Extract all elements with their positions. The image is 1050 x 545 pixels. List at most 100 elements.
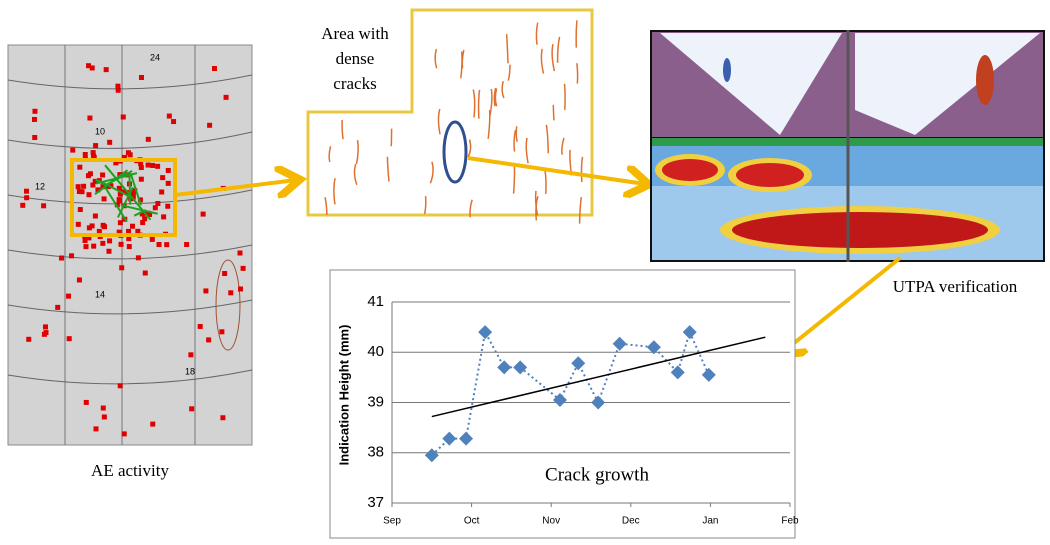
- ae-event: [84, 400, 89, 405]
- ae-event: [224, 95, 229, 100]
- ae-event: [102, 196, 107, 201]
- crack: [577, 63, 578, 83]
- caption: Area with: [321, 24, 389, 43]
- ae-event: [139, 75, 144, 80]
- x-tick-label: Jan: [702, 516, 718, 527]
- y-tick-label: 40: [367, 343, 384, 360]
- ae-event: [100, 241, 105, 246]
- ae-event: [77, 165, 82, 170]
- ae-event: [86, 192, 91, 197]
- ae-event: [117, 197, 122, 202]
- y-tick-label: 41: [367, 293, 384, 310]
- svg-text:14: 14: [95, 289, 105, 299]
- ae-event: [121, 114, 126, 119]
- ae-event: [24, 189, 29, 194]
- ae-event: [139, 177, 144, 182]
- ae-event: [55, 305, 60, 310]
- x-tick-label: Nov: [542, 516, 560, 527]
- ae-event: [184, 242, 189, 247]
- ae-event: [107, 140, 112, 145]
- ae-event: [146, 137, 151, 142]
- ae-event: [166, 181, 171, 186]
- ae-event: [219, 329, 224, 334]
- ae-event: [119, 265, 124, 270]
- figure: 24 10 12 14 18 AE activity Area with den…: [0, 0, 1050, 540]
- ae-event: [66, 294, 71, 299]
- ae-event: [129, 175, 130, 205]
- y-tick-label: 37: [367, 494, 384, 511]
- ae-event: [189, 406, 194, 411]
- ae-event: [150, 237, 155, 242]
- ae-event: [130, 224, 135, 229]
- ae-event: [69, 253, 74, 258]
- ae-event: [43, 324, 48, 329]
- crack: [516, 126, 517, 141]
- ae-event: [150, 163, 155, 168]
- ae-event: [136, 255, 141, 260]
- ae-image: 24 10 12 14 18: [8, 45, 252, 445]
- ae-event: [203, 288, 208, 293]
- ae-event: [207, 123, 212, 128]
- ae-event: [118, 220, 123, 225]
- ae-event: [94, 426, 99, 431]
- ae-event: [116, 88, 121, 93]
- ae-event: [102, 414, 107, 419]
- ae-event: [212, 66, 217, 71]
- caption: AE activity: [91, 461, 169, 480]
- ae-event: [32, 135, 37, 140]
- y-tick-label: 39: [367, 393, 384, 410]
- ae-event: [143, 271, 148, 276]
- svg-text:24: 24: [150, 52, 160, 62]
- ae-event: [77, 189, 82, 194]
- ae-event: [91, 244, 96, 249]
- ae-event: [20, 203, 25, 208]
- x-tick-label: Oct: [464, 516, 480, 527]
- ae-event: [155, 201, 160, 206]
- ae-event: [76, 222, 81, 227]
- ae-event: [150, 422, 155, 427]
- ae-event: [101, 223, 106, 228]
- ae-event: [81, 184, 86, 189]
- ae-event: [171, 119, 176, 124]
- ae-event: [146, 163, 151, 168]
- ae-event: [119, 242, 124, 247]
- caption: cracks: [333, 74, 376, 93]
- ae-event: [100, 172, 105, 177]
- ae-event: [157, 242, 162, 247]
- arrow: [783, 258, 900, 352]
- ae-event: [59, 256, 64, 261]
- crack: [576, 20, 577, 47]
- x-tick-label: Sep: [383, 516, 401, 527]
- y-tick-label: 38: [367, 444, 384, 461]
- svg-text:12: 12: [35, 181, 45, 191]
- ae-event: [238, 286, 243, 291]
- ae-event: [91, 150, 96, 155]
- chart-title: Crack growth: [545, 464, 649, 485]
- crack: [565, 84, 566, 110]
- ae-event: [93, 214, 98, 219]
- caption: dense: [336, 49, 375, 68]
- ae-event: [77, 277, 82, 282]
- ae-event: [122, 431, 127, 436]
- ae-event: [41, 203, 46, 208]
- ae-event: [220, 415, 225, 420]
- ae-event: [107, 238, 112, 243]
- ae-event: [32, 117, 37, 122]
- ae-event: [198, 324, 203, 329]
- ae-event: [206, 337, 211, 342]
- ae-event: [76, 184, 81, 189]
- ae-event: [104, 67, 109, 72]
- utpa-image: [650, 30, 1045, 262]
- ae-event: [87, 116, 92, 121]
- ae-event: [106, 249, 111, 254]
- ae-event: [201, 212, 206, 217]
- ae-event: [118, 383, 123, 388]
- ae-event: [160, 175, 165, 180]
- ae-event: [70, 148, 75, 153]
- ae-event: [166, 168, 171, 173]
- ae-event: [87, 225, 92, 230]
- caption: UTPA verification: [893, 277, 1018, 296]
- ae-event: [167, 114, 172, 119]
- ae-event: [155, 164, 160, 169]
- ae-event: [90, 183, 95, 188]
